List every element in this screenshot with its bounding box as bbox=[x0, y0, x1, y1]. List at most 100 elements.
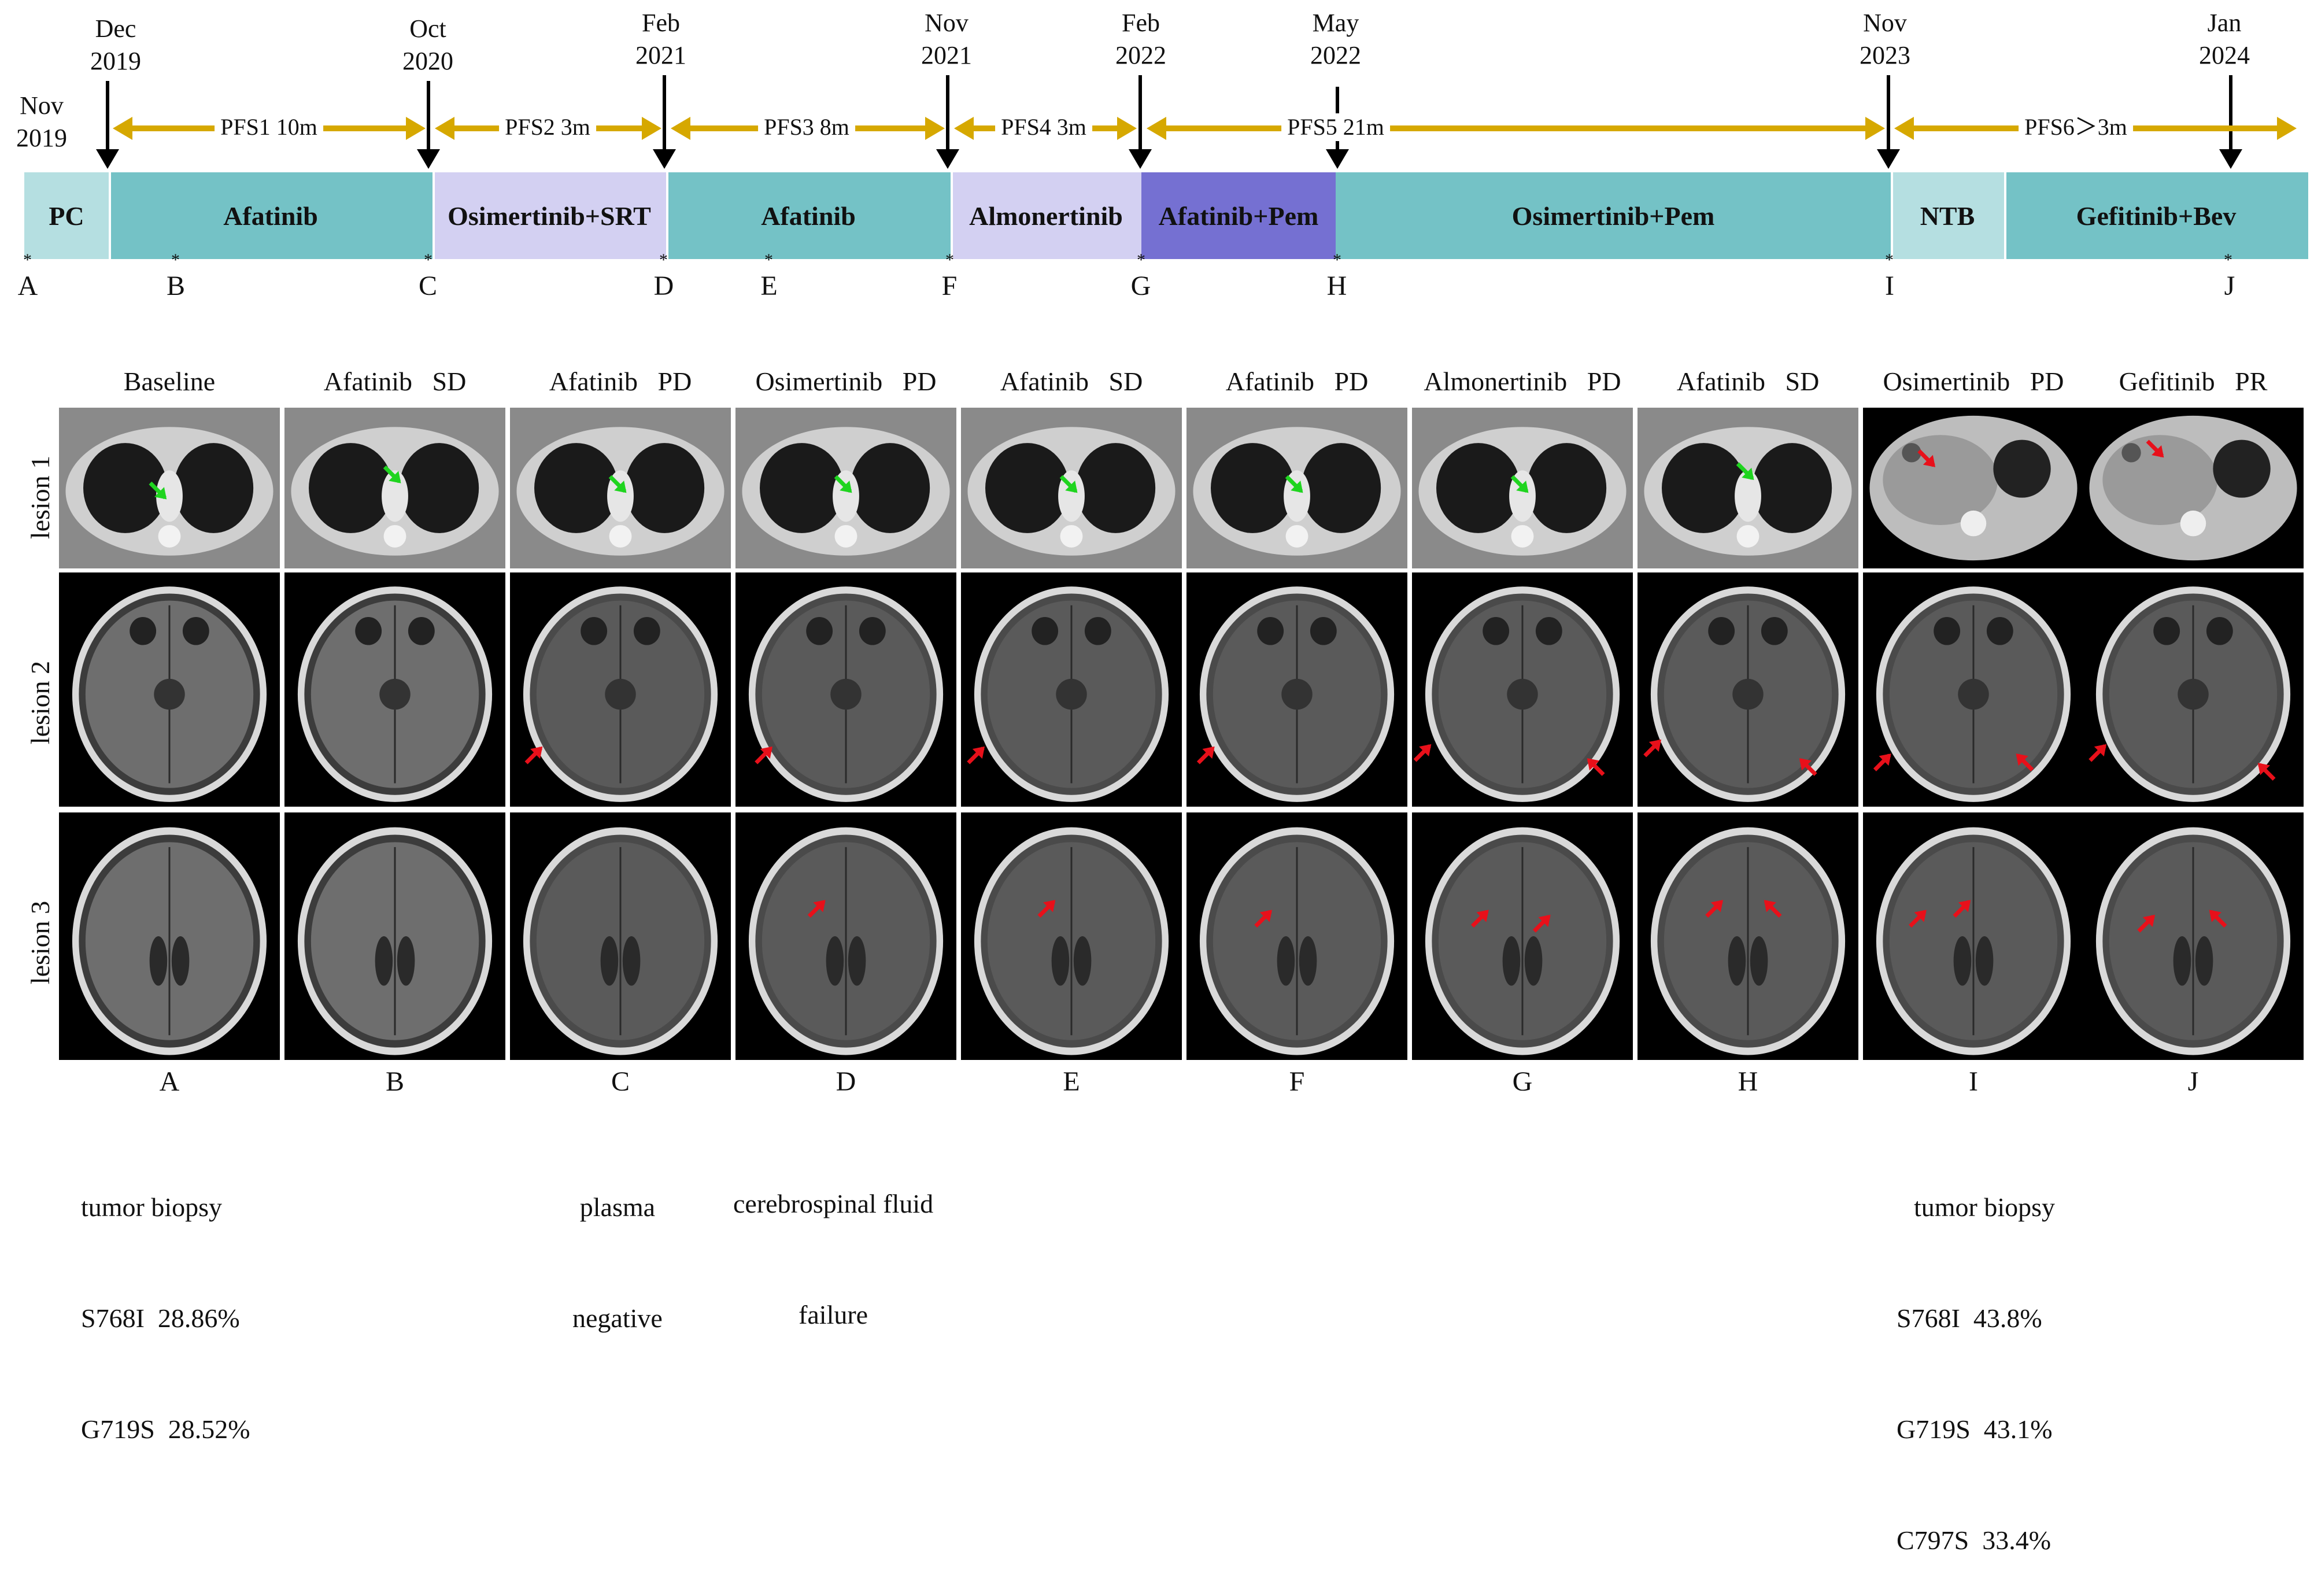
scan-image bbox=[961, 408, 1182, 568]
treatment-osimertinib-pem: Osimertinib+Pem bbox=[1336, 172, 1891, 259]
column-header-drug: Almonertinib bbox=[1424, 367, 1568, 396]
column-letter-g: G bbox=[1512, 1066, 1533, 1097]
row-label-lesion-3: lesion 3 bbox=[25, 900, 55, 985]
note-i-line-3: G719S 43.1% bbox=[1897, 1414, 2053, 1444]
pfs6-label: PFS6＞3m bbox=[2019, 113, 2133, 141]
point-label-a: A bbox=[17, 271, 38, 301]
scan-image bbox=[297, 827, 493, 1055]
column-header-c: Afatinib PD bbox=[508, 364, 733, 399]
scan-lesion-2-g bbox=[1412, 572, 1633, 807]
date-jan-2024: Jan 2024 bbox=[2199, 9, 2250, 69]
treatment-pc: PC bbox=[24, 172, 109, 259]
scan-image bbox=[2088, 586, 2291, 802]
scan-image bbox=[1650, 827, 1846, 1055]
scan-image bbox=[72, 827, 267, 1055]
point-marker-a: * bbox=[23, 250, 32, 269]
column-header-g: Almonertinib PD bbox=[1410, 364, 1635, 399]
column-header-response: PD bbox=[1334, 367, 1369, 396]
red-arrow-icon bbox=[755, 746, 772, 764]
scan-lesion-3-c bbox=[510, 812, 731, 1060]
scan-lesion-3-i bbox=[1863, 812, 2084, 1060]
pfs2-label: PFS2 3m bbox=[499, 113, 596, 141]
column-header-j: Gefitinib PR bbox=[2080, 364, 2306, 399]
column-header-response: SD bbox=[1785, 367, 1820, 396]
green-arrow-icon bbox=[834, 475, 852, 493]
pfs5-label: PFS5 21m bbox=[1281, 113, 1390, 141]
column-header-response: SD bbox=[1108, 367, 1143, 396]
scan-lesion-3-h bbox=[1637, 812, 1858, 1060]
column-header-b: Afatinib SD bbox=[282, 364, 508, 399]
scan-lesion-2-b bbox=[284, 572, 505, 807]
point-marker-h: * bbox=[1333, 250, 1341, 269]
red-arrow-icon bbox=[2137, 914, 2156, 933]
down-arrow-icon bbox=[1877, 149, 1900, 169]
green-arrow-icon bbox=[1510, 475, 1529, 493]
column-header-drug: Afatinib bbox=[549, 367, 638, 396]
scan-lesion-2-c bbox=[510, 572, 731, 807]
timeline-arrow-nov-2021 bbox=[946, 75, 949, 150]
scan-image bbox=[1637, 408, 1858, 568]
scan-lesion-1-i bbox=[1863, 408, 2084, 568]
date-oct-2020: Oct 2020 bbox=[402, 14, 453, 75]
treatment-osimertinib-srt: Osimertinib+SRT bbox=[433, 172, 666, 259]
scan-lesion-2-e bbox=[961, 572, 1182, 807]
scan-image bbox=[523, 586, 718, 802]
scan-lesion-3-b bbox=[284, 812, 505, 1060]
green-arrow-icon bbox=[608, 475, 627, 493]
red-arrow-icon bbox=[1470, 910, 1489, 928]
pfs3-label: PFS3 8m bbox=[758, 113, 855, 141]
scan-image bbox=[2089, 415, 2297, 561]
row-label-lesion-1: lesion 1 bbox=[25, 455, 55, 540]
point-label-h: H bbox=[1326, 271, 1347, 301]
scan-lesion-1-e bbox=[961, 408, 1182, 568]
scan-image bbox=[2095, 827, 2291, 1055]
scan-lesion-1-f bbox=[1186, 408, 1407, 568]
point-marker-d: * bbox=[659, 250, 668, 269]
scan-image bbox=[1873, 586, 2071, 802]
column-letter-b: B bbox=[385, 1066, 404, 1097]
red-arrow-icon bbox=[1037, 900, 1056, 918]
red-arrow-icon bbox=[1917, 449, 1936, 467]
red-arrow-icon bbox=[1764, 900, 1782, 918]
scan-image bbox=[1643, 586, 1846, 802]
column-header-drug: Osimertinib bbox=[755, 367, 883, 396]
scan-lesion-3-d bbox=[735, 812, 956, 1060]
treatment-afatinib-2: Afatinib bbox=[666, 172, 951, 259]
down-arrow-icon bbox=[936, 149, 959, 169]
point-label-c: C bbox=[418, 271, 437, 301]
point-label-d: D bbox=[653, 271, 674, 301]
column-header-f: Afatinib PD bbox=[1184, 364, 1410, 399]
scan-image bbox=[72, 586, 267, 802]
red-arrow-icon bbox=[1196, 746, 1215, 764]
note-a-biopsy: tumor biopsy S768I 28.86% G719S 28.52% bbox=[81, 1115, 250, 1485]
column-letter-h: H bbox=[1738, 1066, 1758, 1097]
red-arrow-icon bbox=[1953, 900, 1971, 918]
column-header-i: Osimertinib PD bbox=[1861, 364, 2086, 399]
column-header-drug: Osimertinib bbox=[1883, 367, 2010, 396]
point-marker-i: * bbox=[1885, 250, 1894, 269]
scan-lesion-1-j bbox=[2083, 408, 2304, 568]
point-label-i: I bbox=[1885, 271, 1894, 301]
date-nov-2021: Nov 2021 bbox=[921, 9, 972, 69]
point-label-g: G bbox=[1130, 271, 1151, 301]
point-label-b: B bbox=[166, 271, 185, 301]
date-feb-2021: Feb 2021 bbox=[635, 9, 686, 69]
down-arrow-icon bbox=[653, 149, 676, 169]
column-header-response: PD bbox=[902, 367, 937, 396]
note-a-line-2: S768I 28.86% bbox=[81, 1303, 240, 1333]
column-letter-e: E bbox=[1063, 1066, 1080, 1097]
green-arrow-icon bbox=[1059, 475, 1078, 493]
scan-image bbox=[1413, 586, 1620, 802]
point-label-j: J bbox=[2224, 271, 2235, 301]
down-arrow-icon bbox=[96, 149, 119, 169]
red-arrow-icon bbox=[1413, 744, 1432, 762]
column-header-response: PD bbox=[2030, 367, 2064, 396]
red-arrow-icon bbox=[1705, 900, 1723, 918]
red-arrow-icon bbox=[1909, 910, 1927, 928]
pfs1-label: PFS1 10m bbox=[215, 113, 323, 141]
red-arrow-icon bbox=[1532, 914, 1551, 933]
scan-lesion-1-c bbox=[510, 408, 731, 568]
red-arrow-icon bbox=[524, 746, 543, 764]
note-a-line-3: G719S 28.52% bbox=[81, 1414, 250, 1444]
down-arrow-icon bbox=[1129, 149, 1152, 169]
